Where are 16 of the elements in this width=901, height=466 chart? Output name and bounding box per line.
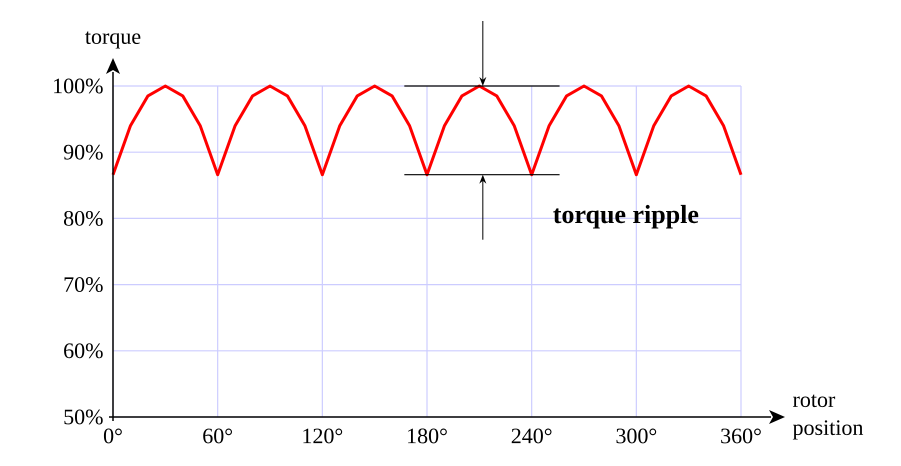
y-tick-label: 100% [54, 78, 103, 94]
x-tick-label: 300° [616, 428, 656, 444]
x-tick-label: 0° [104, 428, 122, 444]
y-tick-label: 50% [64, 410, 103, 424]
y-axis-title: torque [85, 31, 140, 48]
x-tick-label: 120° [303, 428, 342, 444]
x-tick-label: 180° [408, 428, 447, 444]
y-tick-label: 80% [64, 210, 103, 226]
y-tick-label: 90% [64, 144, 103, 160]
annotation: torque ripple [553, 204, 698, 228]
y-tick-label: 70% [64, 277, 103, 292]
y-tick-label: 60% [64, 343, 103, 358]
x-tick-label: 240° [512, 428, 552, 444]
x-tick-label: 360° [721, 428, 761, 444]
x-axis-title: rotor position [792, 394, 864, 440]
x-tick-label: 60° [203, 428, 232, 444]
